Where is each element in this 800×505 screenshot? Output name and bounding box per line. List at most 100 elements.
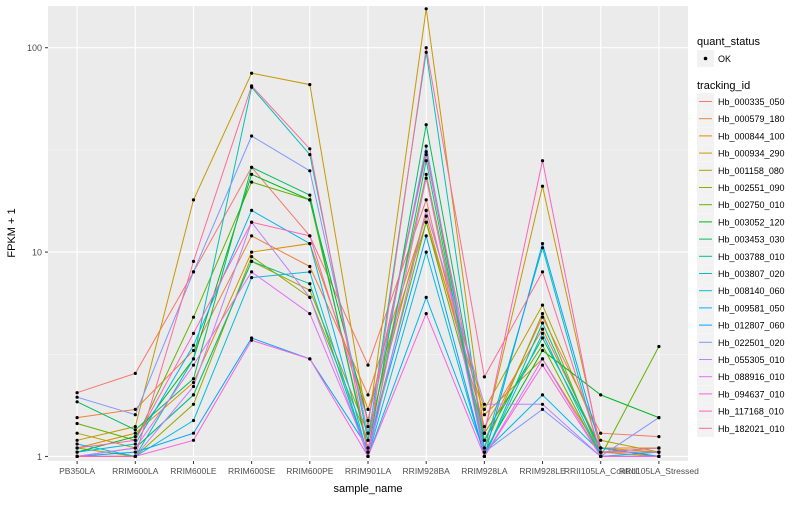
data-point [133,371,137,375]
legend-label-tracking-id: Hb_002750_010 [718,200,785,210]
data-point [250,220,254,224]
data-point [250,71,254,75]
data-point [191,198,196,202]
data-point [366,450,370,454]
points-layer [75,7,661,458]
data-point [133,435,137,439]
data-point [75,446,79,450]
data-point [424,234,428,238]
data-point [191,418,196,423]
data-point [250,250,254,254]
data-point [424,7,428,11]
data-point [540,184,545,188]
data-point [191,357,196,361]
data-point [133,425,137,429]
data-point [424,295,428,299]
data-point [75,450,79,454]
data-point [540,246,545,250]
data-point [599,393,603,397]
data-point [191,348,196,353]
legend-label-tracking-id: Hb_000934_290 [718,149,785,159]
data-point [482,431,486,435]
data-point [482,407,486,411]
data-point [540,343,545,347]
legend-label-tracking-id: Hb_000579_180 [718,114,785,124]
data-point [599,431,603,435]
legend-label-tracking-id: Hb_008140_060 [718,286,785,296]
data-point [133,454,137,458]
data-point [482,375,486,379]
data-point [133,450,137,454]
data-point [75,400,79,404]
data-point [308,270,312,274]
data-point [308,282,312,286]
data-point [540,393,545,397]
data-point [191,343,196,347]
legend-label-tracking-id: Hb_117168_010 [718,407,784,417]
data-point [133,407,137,411]
data-point [133,428,137,432]
y-axis: 1 10 100 [27,43,48,462]
data-point [191,431,196,435]
x-tick-label: RRIM600PE [286,466,334,476]
y-tick-label: 1 [37,452,42,462]
data-point [250,259,254,263]
data-point [250,276,254,280]
data-point [540,363,545,367]
data-point [191,363,196,367]
y-tick-label: 100 [27,43,42,53]
data-point [308,234,312,238]
data-point [424,144,428,148]
x-tick-label: RRIM600SE [228,466,276,476]
data-point [599,446,603,450]
data-point [424,172,428,176]
data-point [191,270,196,274]
y-axis-title: FPKM + 1 [6,208,18,257]
data-point [75,391,79,395]
data-point [366,454,370,458]
data-point [424,198,428,202]
data-point [424,250,428,254]
data-point [599,450,603,454]
data-point [250,234,254,238]
data-point [308,198,312,202]
data-point [424,153,428,157]
data-point [540,348,545,353]
data-point [366,425,370,429]
data-point [424,50,428,54]
data-point [482,413,486,417]
legend-title-quant-status: quant_status [697,36,760,48]
legend-label-tracking-id: Hb_003807_020 [718,269,785,279]
data-point [308,193,312,197]
data-point [75,454,79,458]
legend-label-tracking-id: Hb_001158_080 [718,166,784,176]
data-point [191,259,196,263]
data-point [308,295,312,299]
legend-label-tracking-id: Hb_022501_020 [718,338,785,348]
data-point [540,312,545,316]
y-tick-label: 10 [32,248,42,258]
data-point [424,214,428,218]
data-point [133,438,137,442]
data-point [366,393,370,397]
data-point [540,331,545,335]
x-tick-label: RRII105LA_Stressed [619,466,699,476]
data-point [482,450,486,454]
data-point [308,312,312,316]
data-point [133,446,137,450]
data-point [366,446,370,450]
legend-label-tracking-id: Hb_003052_120 [718,217,785,227]
data-point [308,147,312,151]
data-point [599,438,603,442]
data-point [308,357,312,361]
data-point [657,450,661,454]
data-point [133,442,137,446]
legend-label-tracking-id: Hb_002551_090 [718,183,785,193]
data-point [191,393,196,397]
x-tick-label: RRIM928BA [403,466,451,476]
x-tick-label: RRIM901LA [345,466,392,476]
x-axis-title: sample_name [333,483,402,495]
data-point [540,327,545,331]
